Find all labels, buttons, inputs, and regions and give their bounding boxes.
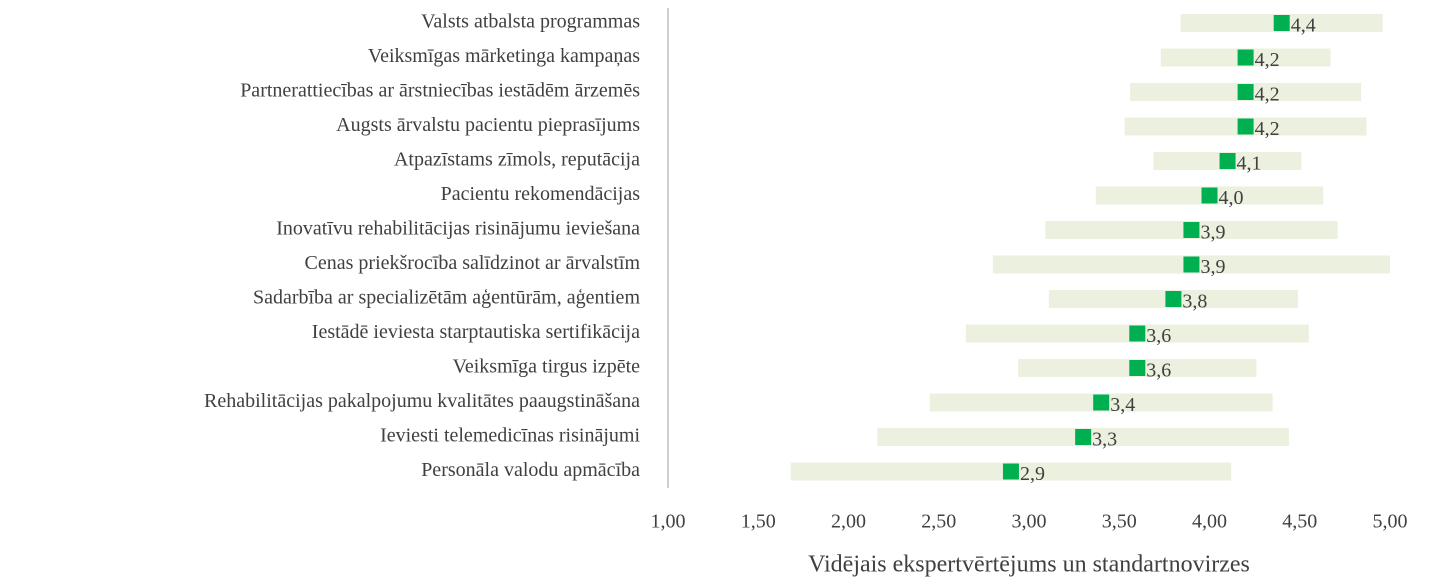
x-tick-label: 4,00: [1192, 511, 1227, 533]
category-label: Veiksmīga tirgus izpēte: [453, 356, 640, 378]
category-label: Atpazīstams zīmols, reputācija: [394, 149, 640, 171]
mean-marker: [1201, 187, 1218, 204]
category-label: Partnerattiecības ar ārstniecības iestād…: [240, 80, 640, 102]
mean-marker: [1183, 256, 1200, 273]
mean-marker: [1093, 394, 1110, 411]
value-label: 4,0: [1219, 187, 1244, 209]
mean-marker: [1237, 84, 1254, 100]
x-tick-label: 1,50: [741, 511, 776, 533]
mean-marker: [1075, 429, 1092, 445]
mean-marker: [1237, 49, 1254, 66]
mean-marker: [1129, 360, 1146, 376]
value-label: 4,2: [1255, 49, 1280, 71]
mean-marker: [1129, 325, 1146, 342]
value-label: 4,2: [1255, 118, 1280, 140]
category-label: Cenas priekšrocība salīdzinot ar ārvalst…: [305, 252, 641, 274]
value-label: 3,9: [1200, 222, 1225, 244]
x-tick-label: 4,50: [1282, 511, 1317, 533]
category-label: Inovatīvu rehabilitācijas risinājumu iev…: [276, 218, 640, 240]
category-label: Ieviesti telemedicīnas risinājumi: [380, 425, 640, 447]
value-label: 4,2: [1255, 84, 1280, 106]
x-tick-label: 1,00: [651, 511, 686, 533]
x-tick-label: 3,00: [1012, 511, 1047, 533]
x-tick-label: 2,00: [831, 511, 866, 533]
mean-marker: [1219, 153, 1236, 169]
category-label: Personāla valodu apmācība: [421, 459, 640, 481]
mean-marker: [1183, 222, 1200, 238]
x-tick-label: 5,00: [1373, 511, 1408, 533]
value-label: 3,6: [1146, 360, 1171, 382]
mean-marker: [1273, 15, 1290, 31]
value-label: 4,4: [1291, 15, 1316, 37]
x-tick-label: 2,50: [921, 511, 956, 533]
mean-marker: [1002, 463, 1019, 480]
value-label: 2,9: [1020, 463, 1045, 485]
category-label: Augsts ārvalstu pacientu pieprasījums: [336, 114, 640, 136]
category-label: Veiksmīgas mārketinga kampaņas: [368, 45, 640, 67]
value-label: 3,8: [1182, 291, 1207, 313]
value-label: 4,1: [1237, 153, 1262, 175]
x-axis-title: Vidējais ekspertvērtējums un standartnov…: [808, 552, 1250, 578]
mean-marker: [1165, 291, 1182, 307]
value-label: 3,6: [1146, 325, 1171, 347]
category-label: Rehabilitācijas pakalpojumu kvalitātes p…: [204, 390, 640, 412]
value-label: 3,9: [1200, 256, 1225, 278]
category-label: Sadarbība ar specializētām aģentūrām, aģ…: [253, 287, 640, 309]
category-label: Iestādē ieviesta starptautiska sertifikā…: [312, 321, 640, 343]
category-label: Valsts atbalsta programmas: [421, 11, 640, 33]
mean-marker: [1237, 118, 1254, 135]
category-label: Pacientu rekomendācijas: [441, 183, 641, 205]
value-label: 3,3: [1092, 429, 1117, 451]
value-label: 3,4: [1110, 394, 1135, 416]
x-tick-label: 3,50: [1102, 511, 1137, 533]
